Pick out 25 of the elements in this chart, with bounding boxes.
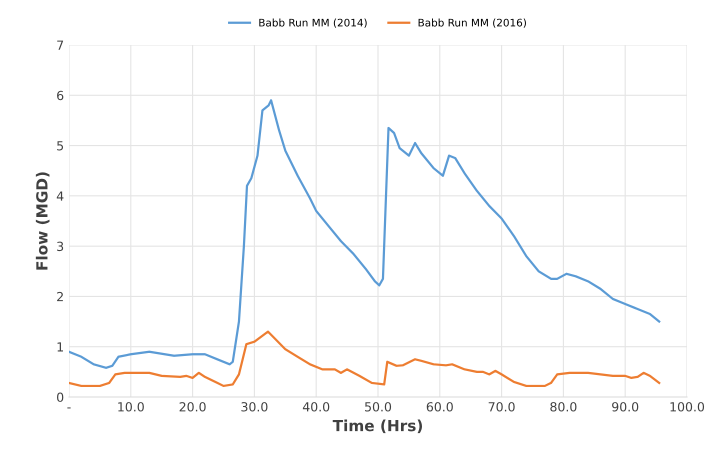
x-tick-label: 90.0	[612, 402, 638, 412]
line-series	[69, 99, 660, 369]
y-tick-label: 0	[57, 392, 64, 402]
y-tick-label: 5	[57, 141, 64, 150]
x-tick-label: 50.0	[365, 402, 392, 412]
x-tick-label: 100.0	[670, 402, 704, 412]
legend-label: Babb Run MM (2016)	[418, 18, 526, 28]
x-axis-title: Time (Hrs)	[332, 420, 422, 434]
y-tick-label: 6	[57, 90, 64, 100]
y-tick-label: 7	[57, 40, 64, 50]
line-series	[69, 330, 660, 388]
x-tick-label: 30.0	[241, 402, 268, 412]
x-tick-label: -	[67, 407, 71, 408]
x-tick-label: 70.0	[488, 402, 515, 412]
x-tick-label: 20.0	[180, 402, 206, 412]
y-tick-label: 2	[57, 292, 63, 302]
legend-label: Babb Run MM (2014)	[259, 18, 367, 28]
y-tick-label: 3	[57, 242, 64, 252]
x-tick-label: 40.0	[302, 402, 330, 412]
x-tick-label: 80.0	[550, 402, 576, 412]
y-tick-label: 4	[56, 191, 64, 201]
x-tick-label: 10.0	[118, 402, 144, 412]
y-axis-title: Flow (MGD)	[36, 172, 50, 270]
x-tick-label: 60.0	[426, 402, 453, 412]
y-tick-label: 1	[58, 342, 63, 352]
